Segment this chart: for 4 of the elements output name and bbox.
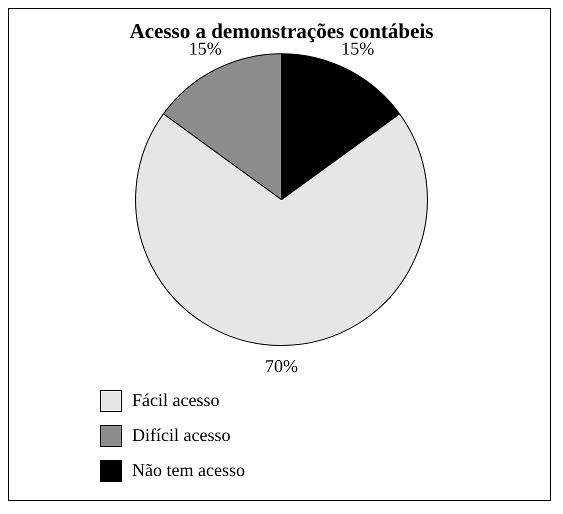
data-label: 70% — [265, 356, 298, 376]
legend-label: Fácil acesso — [132, 390, 220, 411]
legend-label: Não tem acesso — [132, 460, 245, 481]
legend-label: Difícil acesso — [132, 425, 230, 446]
